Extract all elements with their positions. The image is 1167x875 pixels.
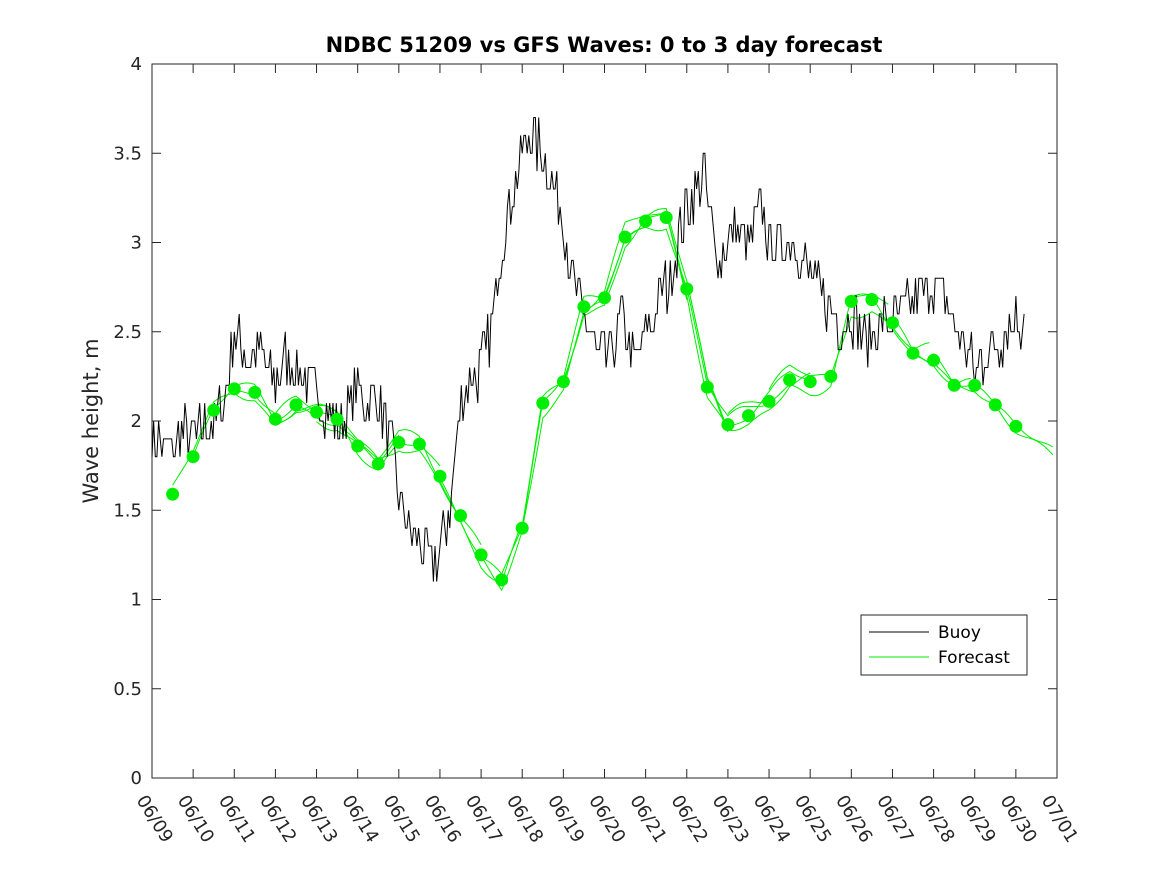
legend-label-forecast: Forecast [938,648,1010,668]
forecast-marker [721,418,735,432]
forecast-series-line [172,392,338,486]
forecast-marker [248,385,262,399]
forecast-marker [824,369,838,383]
y-tick-label: 0 [131,768,142,789]
y-tick-label: 4 [131,54,142,75]
forecast-marker [556,375,570,389]
forecast-marker [207,403,221,417]
y-tick-label: 0.5 [113,679,142,700]
y-axis-label: Wave height, m [79,338,103,503]
forecast-marker [536,396,550,410]
legend-box [860,614,1028,676]
forecast-marker [680,282,694,296]
forecast-marker [166,487,180,501]
forecast-marker [351,439,365,453]
forecast-series-line [892,316,1054,448]
forecast-marker [495,573,509,587]
buoy-series-line [151,117,1025,582]
forecast-marker [700,380,714,394]
forecast-marker [659,211,673,224]
forecast-marker [330,412,344,426]
forecast-marker [927,353,941,367]
forecast-marker [803,375,817,389]
forecast-marker [783,373,797,387]
chart-title: NDBC 51209 vs GFS Waves: 0 to 3 day fore… [326,33,883,57]
forecast-marker [865,293,879,307]
forecast-marker [762,394,776,408]
forecast-marker [227,382,241,396]
y-tick-label: 2 [131,411,142,432]
legend: Buoy Forecast [860,614,1028,676]
forecast-marker [186,450,200,464]
forecast-marker [886,316,899,330]
legend-label-buoy: Buoy [938,623,981,643]
forecast-marker [412,437,426,451]
forecast-marker [268,412,282,426]
forecast-series-line [686,281,811,432]
forecast-marker [1009,419,1023,433]
forecast-marker [454,509,467,523]
forecast-marker [968,378,982,392]
y-tick-label: 1 [131,590,142,611]
forecast-marker [310,405,323,419]
forecast-marker [515,521,529,535]
forecast-series-line [727,292,889,414]
forecast-marker [988,398,1002,412]
y-tick-label: 3 [131,233,142,254]
y-axis-ticks: 0 0.5 1 1.5 2 2.5 3 3.5 4 [113,54,1057,789]
forecast-marker [844,294,858,308]
forecast-marker [474,548,488,562]
forecast-marker [577,300,591,314]
forecast-marker [906,346,920,360]
forecast-marker [433,469,447,483]
forecast-marker [598,291,611,305]
forecast-marker [392,435,406,449]
forecast-series-line [316,421,523,584]
forecast-marker [618,230,632,244]
forecast-marker [947,378,961,392]
forecast-marker [742,409,755,423]
forecast-marker [639,214,653,228]
forecast-marker [371,457,385,471]
plot-area [151,63,1058,779]
y-tick-label: 3.5 [113,143,142,164]
y-tick-label: 1.5 [113,500,142,521]
forecast-marker [289,398,303,412]
y-tick-label: 2.5 [113,322,142,343]
